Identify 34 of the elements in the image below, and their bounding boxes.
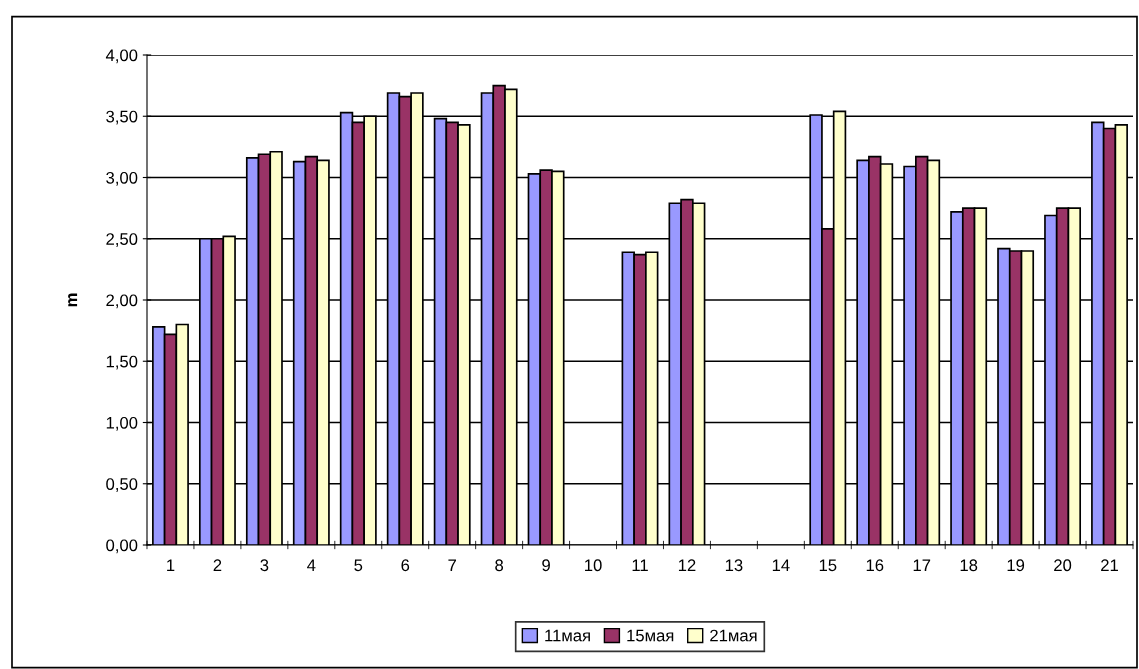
y-tick-label: 3,00 (106, 171, 138, 186)
x-tick-label: 19 (1007, 559, 1025, 572)
y-tick-label: 4,00 (105, 49, 138, 64)
x-tick-label: 15 (819, 559, 837, 572)
y-tick-label: 2,00 (106, 294, 138, 309)
x-tick-label: 1 (167, 559, 175, 571)
x-tick-label: 18 (960, 559, 978, 572)
legend-label: 15мая (627, 629, 674, 642)
x-tick-label: 4 (307, 559, 316, 571)
x-tick-label: 12 (678, 559, 696, 571)
x-tick-label: 14 (772, 559, 790, 571)
legend-label: 11мая (545, 629, 590, 642)
y-axis-title: m (68, 293, 78, 307)
x-tick-label: 7 (448, 559, 456, 571)
x-tick-label: 9 (542, 559, 550, 572)
y-tick-label: 0,00 (106, 539, 138, 554)
y-tick-label: 3,50 (106, 110, 138, 125)
x-tick-label: 11 (632, 559, 648, 571)
x-tick-label: 20 (1054, 559, 1072, 572)
x-tick-label: 5 (354, 559, 363, 572)
legend-label: 21мая (710, 629, 757, 642)
x-tick-label: 2 (213, 559, 222, 571)
x-tick-label: 13 (725, 559, 743, 572)
x-tick-label: 21 (1101, 559, 1118, 571)
x-tick-label: 17 (913, 559, 931, 571)
x-tick-label: 10 (585, 559, 602, 572)
y-tick-label: 1,00 (106, 416, 138, 431)
x-tick-label: 16 (866, 559, 884, 572)
y-tick-label: 2,50 (106, 233, 138, 247)
x-tick-label: 3 (260, 559, 269, 572)
y-tick-label: 1,50 (106, 355, 138, 370)
x-tick-label: 6 (401, 559, 410, 572)
y-tick-label: 0,50 (106, 478, 138, 492)
x-tick-label: 8 (495, 559, 504, 572)
